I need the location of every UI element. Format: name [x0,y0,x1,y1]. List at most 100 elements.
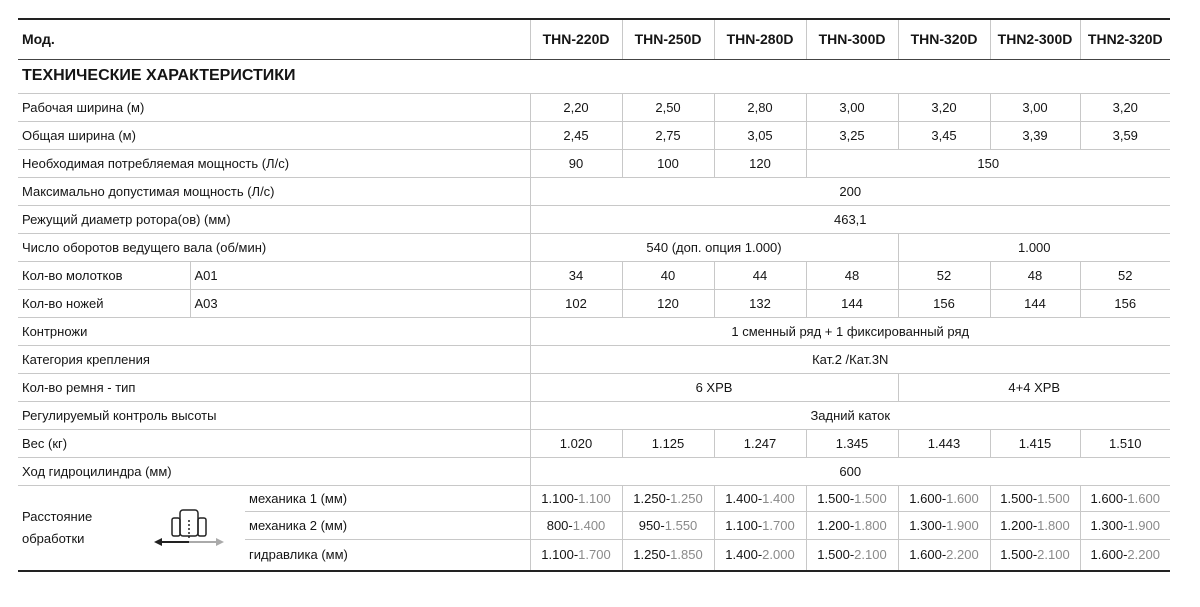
value-cell: 950-1.550 [621,511,715,540]
spec-table-wrap: Мод. THN-220D THN-250D THN-280D THN-300D THN-… [18,18,1171,572]
value-cell: 1.600-1.600 [897,485,991,512]
value-cell: 3,39 [989,121,1081,150]
value-cell: 48 [989,261,1081,290]
table-row: Кол-во ножей A03 102 120 132 144 156 144 156 [18,289,1171,318]
value-min: 950- [638,517,665,533]
value-cell: 540 (доп. опция 1.000) [529,233,899,262]
value-max: 1.600 [1127,490,1160,506]
value-cell: 200 [529,177,1171,206]
table-row: Ход гидроцилиндра (мм) 600 [18,457,1171,486]
value-cell: Задний каток [529,401,1171,430]
value-min: 1.100- [725,517,763,533]
value-cell: 1.250-1.250 [621,485,715,512]
table-body: Мод. THN-220D THN-250D THN-280D THN-300D THN-… [18,18,1171,572]
value-cell: 1.300-1.900 [897,511,991,540]
table-row: Общая ширина (м) 2,45 2,75 3,05 3,25 3,45 3,39… [18,121,1171,150]
row-label: Кол-во ножей [18,289,190,318]
value-min: 1.300- [909,517,947,533]
value-cell: 90 [529,149,623,178]
model-header: THN2-300D [989,18,1081,60]
row-label: Необходимая потребляемая мощность (Л/с) [18,149,531,178]
table-row: Мод. THN-220D THN-250D THN-280D THN-300D THN-… [18,18,1171,60]
value-min: 1.200- [817,517,855,533]
value-cell: 3,00 [805,93,899,122]
value-min: 800- [546,517,573,533]
value-min: 1.250- [633,490,671,506]
model-header: THN-300D [805,18,899,60]
value-max: 1.400 [572,517,606,533]
value-cell: 120 [621,289,715,318]
value-min: 1.250- [633,547,671,563]
value-cell: 800-1.400 [529,511,623,540]
row-label: Вес (кг) [18,429,531,458]
value-cell: 1.500-2.100 [989,539,1081,572]
model-header: THN2-320D [1079,18,1171,60]
value-cell: 3,45 [897,121,991,150]
row-sublabel: A01 [189,261,531,290]
table-row: Контрножи 1 сменный ряд + 1 фиксированный… [18,317,1171,346]
value-cell: 6 XPB [529,373,899,402]
value-cell: 2,80 [713,93,807,122]
table-row: Рабочая ширина (м) 2,20 2,50 2,80 3,00 3,20 3,… [18,93,1171,122]
value-max: 2.100 [1037,547,1070,563]
value-max: 1.500 [854,490,887,506]
row-label: Ход гидроцилиндра (мм) [18,457,531,486]
value-cell: 34 [529,261,623,290]
row-label: Регулируемый контроль высоты [18,401,531,430]
value-max: 1.700 [578,547,611,563]
value-cell: 156 [1079,289,1171,318]
value-max: 1.400 [762,490,795,506]
value-cell: 132 [713,289,807,318]
value-min: 1.600- [1090,490,1128,506]
header-label: Мод. [18,18,531,60]
value-cell: 100 [621,149,715,178]
table-row: Кол-во ремня - тип 6 XPB 4+4 XPB [18,373,1171,402]
distance-sublabel: механика 2 (мм) [245,511,531,540]
value-cell: 48 [805,261,899,290]
value-max: 1.800 [854,517,887,533]
value-cell: 156 [897,289,991,318]
section-title: ТЕХНИЧЕСКИЕ ХАРАКТЕРИСТИКИ [18,59,1171,94]
row-label: Режущий диаметр ротора(ов) (мм) [18,205,531,234]
row-label: Контрножи [18,317,531,346]
value-cell: 1.247 [713,429,807,458]
value-cell: 52 [1079,261,1171,290]
value-cell: Кат.2 /Кат.3N [529,345,1171,374]
model-header: THN-280D [713,18,807,60]
value-cell: 1.415 [989,429,1081,458]
value-cell: 3,05 [713,121,807,150]
value-cell: 1.100-1.700 [529,539,623,572]
value-cell: 40 [621,261,715,290]
model-header: THN-250D [621,18,715,60]
row-label: Рабочая ширина (м) [18,93,531,122]
distance-sublabel: гидравлика (мм) [245,539,531,572]
value-cell: 1.100-1.100 [529,485,623,512]
value-cell: 1.400-2.000 [713,539,807,572]
value-cell: 1.500-1.500 [805,485,899,512]
value-cell: 3,20 [897,93,991,122]
value-cell: 1.250-1.850 [621,539,715,572]
value-cell: 4+4 XPB [897,373,1171,402]
value-max: 1.800 [1037,517,1070,533]
value-cell: 1.400-1.400 [713,485,807,512]
value-cell: 44 [713,261,807,290]
value-max: 1.500 [1037,490,1070,506]
value-cell: 1.600-2.200 [1079,539,1171,572]
value-max: 1.900 [1127,517,1160,533]
value-cell: 1 сменный ряд + 1 фиксированный ряд [529,317,1171,346]
spec-table: Мод. THN-220D THN-250D THN-280D THN-300D THN-… [18,18,1171,572]
group-label-text: Расстояние обработки [22,508,93,546]
value-cell: 1.510 [1079,429,1171,458]
value-max: 2.100 [854,547,887,563]
distance-sublabel: механика 1 (мм) [245,485,531,512]
table-row: Необходимая потребляемая мощность (Л/с) 9… [18,149,1171,178]
value-max: 1.600 [946,490,979,506]
tractor-icon [154,508,224,546]
value-min: 1.200- [1000,517,1038,533]
table-row: механика 2 (мм) 800-1.400 950-1.550 1.100-1… [18,511,1171,540]
row-label: Кол-во ремня - тип [18,373,531,402]
value-max: 1.900 [946,517,979,533]
value-cell: 2,50 [621,93,715,122]
value-cell: 1.125 [621,429,715,458]
value-cell: 1.600-2.200 [897,539,991,572]
